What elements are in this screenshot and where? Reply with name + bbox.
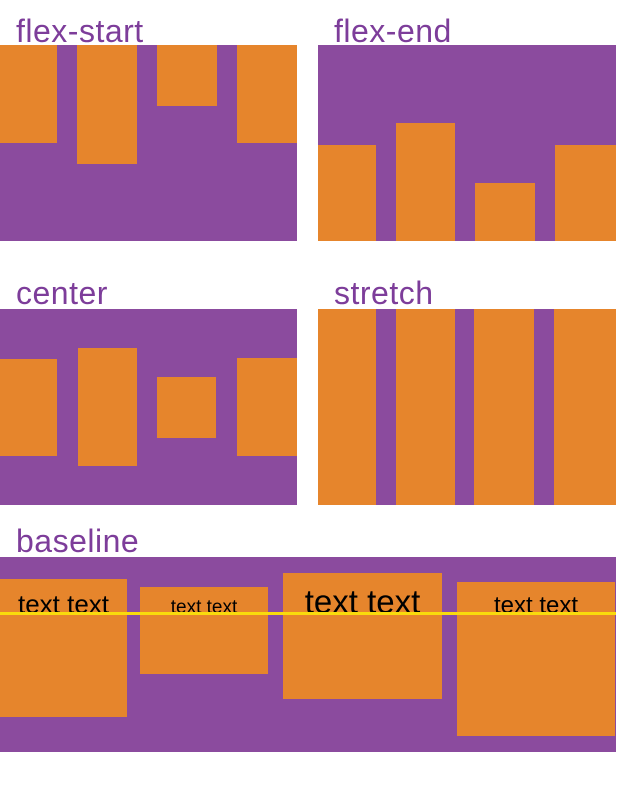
- flex-container-flex-end: [318, 45, 616, 241]
- flex-item: [77, 45, 137, 164]
- flex-item-text: text text: [457, 582, 615, 736]
- flex-item-text: text text: [283, 573, 442, 699]
- flex-container-flex-start: [0, 45, 297, 241]
- panel-title-baseline: baseline: [16, 523, 140, 559]
- panel-baseline: baseline text text text text text text t…: [0, 512, 616, 752]
- flex-item: [0, 358, 57, 456]
- flex-item: [395, 309, 455, 505]
- flex-item: [318, 145, 376, 241]
- panel-title-stretch: stretch: [334, 275, 434, 311]
- flex-item: [157, 45, 217, 106]
- flex-item: [553, 309, 616, 505]
- panel-flex-end: flex-end: [318, 0, 616, 241]
- panel-stretch: stretch: [318, 264, 616, 505]
- panel-title-flex-end: flex-end: [334, 13, 452, 49]
- flex-item: [237, 45, 297, 143]
- flex-item: [555, 145, 616, 241]
- flex-item: [396, 123, 455, 241]
- flex-item: [236, 358, 297, 456]
- flex-container-stretch: [318, 309, 616, 505]
- baseline-marker-line: [0, 612, 616, 615]
- panel-title-center: center: [16, 275, 108, 311]
- flex-item: [0, 45, 57, 143]
- panel-title-flex-start: flex-start: [16, 13, 144, 49]
- panel-center: center: [0, 264, 297, 505]
- flex-container-baseline: text text text text text text text text: [0, 557, 616, 752]
- flex-item: [318, 309, 376, 505]
- flex-item-text: text text: [140, 587, 268, 674]
- flex-item: [157, 376, 217, 438]
- flex-item-text: text text: [0, 579, 127, 717]
- flex-container-center: [0, 309, 297, 505]
- flex-item: [475, 183, 535, 241]
- flex-item: [77, 348, 137, 466]
- panel-flex-start: flex-start: [0, 0, 297, 241]
- flex-item: [474, 309, 535, 505]
